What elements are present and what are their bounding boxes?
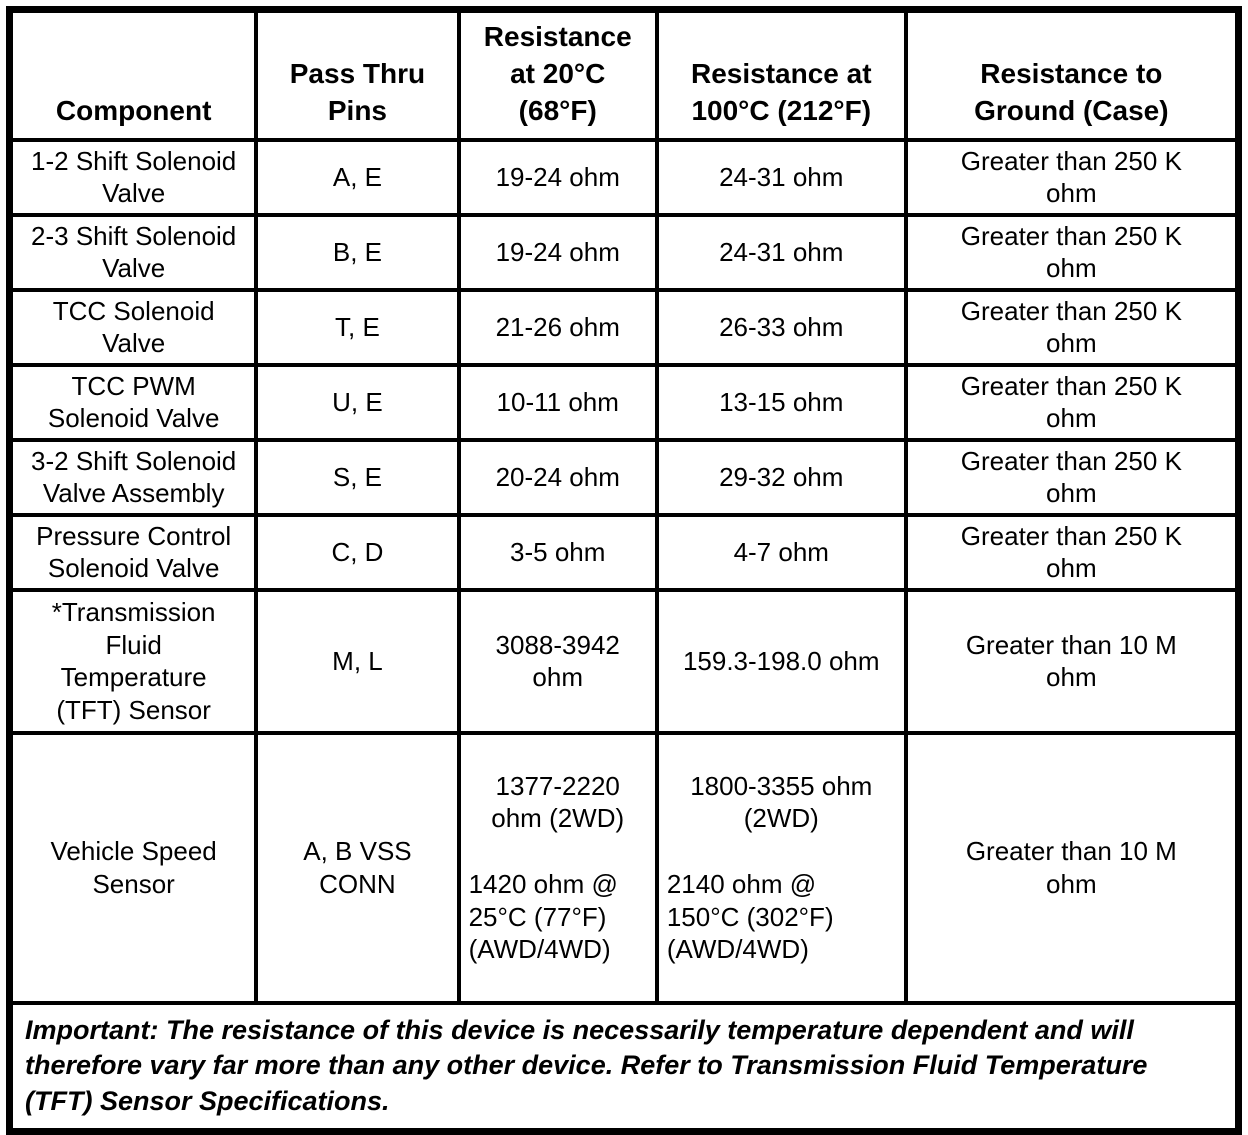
ground-cell: Greater than 250 K ohm: [903, 212, 1241, 292]
resistance-20c-2wd-value: 1377-2220 ohm (2WD): [491, 770, 625, 834]
pins-cell: A, E: [254, 137, 461, 217]
resistance-100c-cell: 29-32 ohm: [654, 437, 908, 517]
header-component: Component: [7, 7, 259, 142]
resistance-100c-cell: 24-31 ohm: [654, 212, 908, 292]
resistance-20c-cell: 3088-3942 ohm: [456, 587, 659, 735]
table-row: *Transmission Fluid Temperature (TFT) Se…: [7, 587, 1241, 735]
header-resistance-20c: Resistance at 20°C (68°F): [456, 7, 659, 142]
component-cell: Pressure Control Solenoid Valve: [7, 512, 259, 592]
ground-cell: Greater than 250 K ohm: [903, 512, 1241, 592]
component-cell: Vehicle Speed Sensor: [7, 730, 259, 1005]
resistance-100c-cell: 1800-3355 ohm (2WD) 2140 ohm @ 150°C (30…: [654, 730, 908, 1005]
header-row: Component Pass Thru Pins Resistance at 2…: [7, 7, 1241, 142]
resistance-spec-table: Component Pass Thru Pins Resistance at 2…: [6, 6, 1242, 1135]
resistance-20c-cell: 19-24 ohm: [456, 212, 659, 292]
resistance-100c-cell: 159.3-198.0 ohm: [654, 587, 908, 735]
component-cell: 2-3 Shift Solenoid Valve: [7, 212, 259, 292]
resistance-100c-cell: 24-31 ohm: [654, 137, 908, 217]
table-row: 1-2 Shift Solenoid Valve A, E 19-24 ohm …: [7, 137, 1241, 217]
resistance-100c-cell: 26-33 ohm: [654, 287, 908, 367]
document-page: Component Pass Thru Pins Resistance at 2…: [6, 6, 1242, 1135]
table-row: TCC PWM Solenoid Valve U, E 10-11 ohm 13…: [7, 362, 1241, 442]
resistance-20c-cell: 21-26 ohm: [456, 287, 659, 367]
pins-cell: S, E: [254, 437, 461, 517]
pins-cell: M, L: [254, 587, 461, 735]
ground-cell: Greater than 250 K ohm: [903, 137, 1241, 217]
resistance-20c-cell: 10-11 ohm: [456, 362, 659, 442]
table-row: Vehicle Speed Sensor A, B VSS CONN 1377-…: [7, 730, 1241, 1005]
resistance-20c-awd-value: 1420 ohm @ 25°C (77°F) (AWD/4WD): [468, 868, 618, 965]
pins-cell: C, D: [254, 512, 461, 592]
resistance-100c-cell: 13-15 ohm: [654, 362, 908, 442]
resistance-20c-cell: 19-24 ohm: [456, 137, 659, 217]
resistance-100c-2wd-value: 1800-3355 ohm (2WD): [690, 770, 873, 834]
ground-cell: Greater than 250 K ohm: [903, 287, 1241, 367]
pins-cell: U, E: [254, 362, 461, 442]
resistance-20c-cell: 20-24 ohm: [456, 437, 659, 517]
component-cell: 1-2 Shift Solenoid Valve: [7, 137, 259, 217]
table-row: TCC Solenoid Valve T, E 21-26 ohm 26-33 …: [7, 287, 1241, 367]
component-cell: *Transmission Fluid Temperature (TFT) Se…: [7, 587, 259, 735]
resistance-20c-cell: 1377-2220 ohm (2WD) 1420 ohm @ 25°C (77°…: [456, 730, 659, 1005]
resistance-100c-cell: 4-7 ohm: [654, 512, 908, 592]
pins-cell: B, E: [254, 212, 461, 292]
component-cell: TCC Solenoid Valve: [7, 287, 259, 367]
resistance-20c-cell: 3-5 ohm: [456, 512, 659, 592]
ground-cell: Greater than 250 K ohm: [903, 437, 1241, 517]
table-row: 3-2 Shift Solenoid Valve Assembly S, E 2…: [7, 437, 1241, 517]
pins-cell: A, B VSS CONN: [254, 730, 461, 1005]
header-resistance-ground: Resistance to Ground (Case): [903, 7, 1241, 142]
component-cell: TCC PWM Solenoid Valve: [7, 362, 259, 442]
table-row: 2-3 Shift Solenoid Valve B, E 19-24 ohm …: [7, 212, 1241, 292]
resistance-100c-awd-value: 2140 ohm @ 150°C (302°F) (AWD/4WD): [666, 868, 834, 965]
header-resistance-100c: Resistance at 100°C (212°F): [654, 7, 908, 142]
ground-cell: Greater than 10 M ohm: [903, 730, 1241, 1005]
note-row: Important: The resistance of this device…: [7, 1000, 1241, 1134]
table-row: Pressure Control Solenoid Valve C, D 3-5…: [7, 512, 1241, 592]
important-note: Important: The resistance of this device…: [7, 1000, 1241, 1134]
ground-cell: Greater than 10 M ohm: [903, 587, 1241, 735]
pins-cell: T, E: [254, 287, 461, 367]
ground-cell: Greater than 250 K ohm: [903, 362, 1241, 442]
header-pass-thru-pins: Pass Thru Pins: [254, 7, 461, 142]
component-cell: 3-2 Shift Solenoid Valve Assembly: [7, 437, 259, 517]
